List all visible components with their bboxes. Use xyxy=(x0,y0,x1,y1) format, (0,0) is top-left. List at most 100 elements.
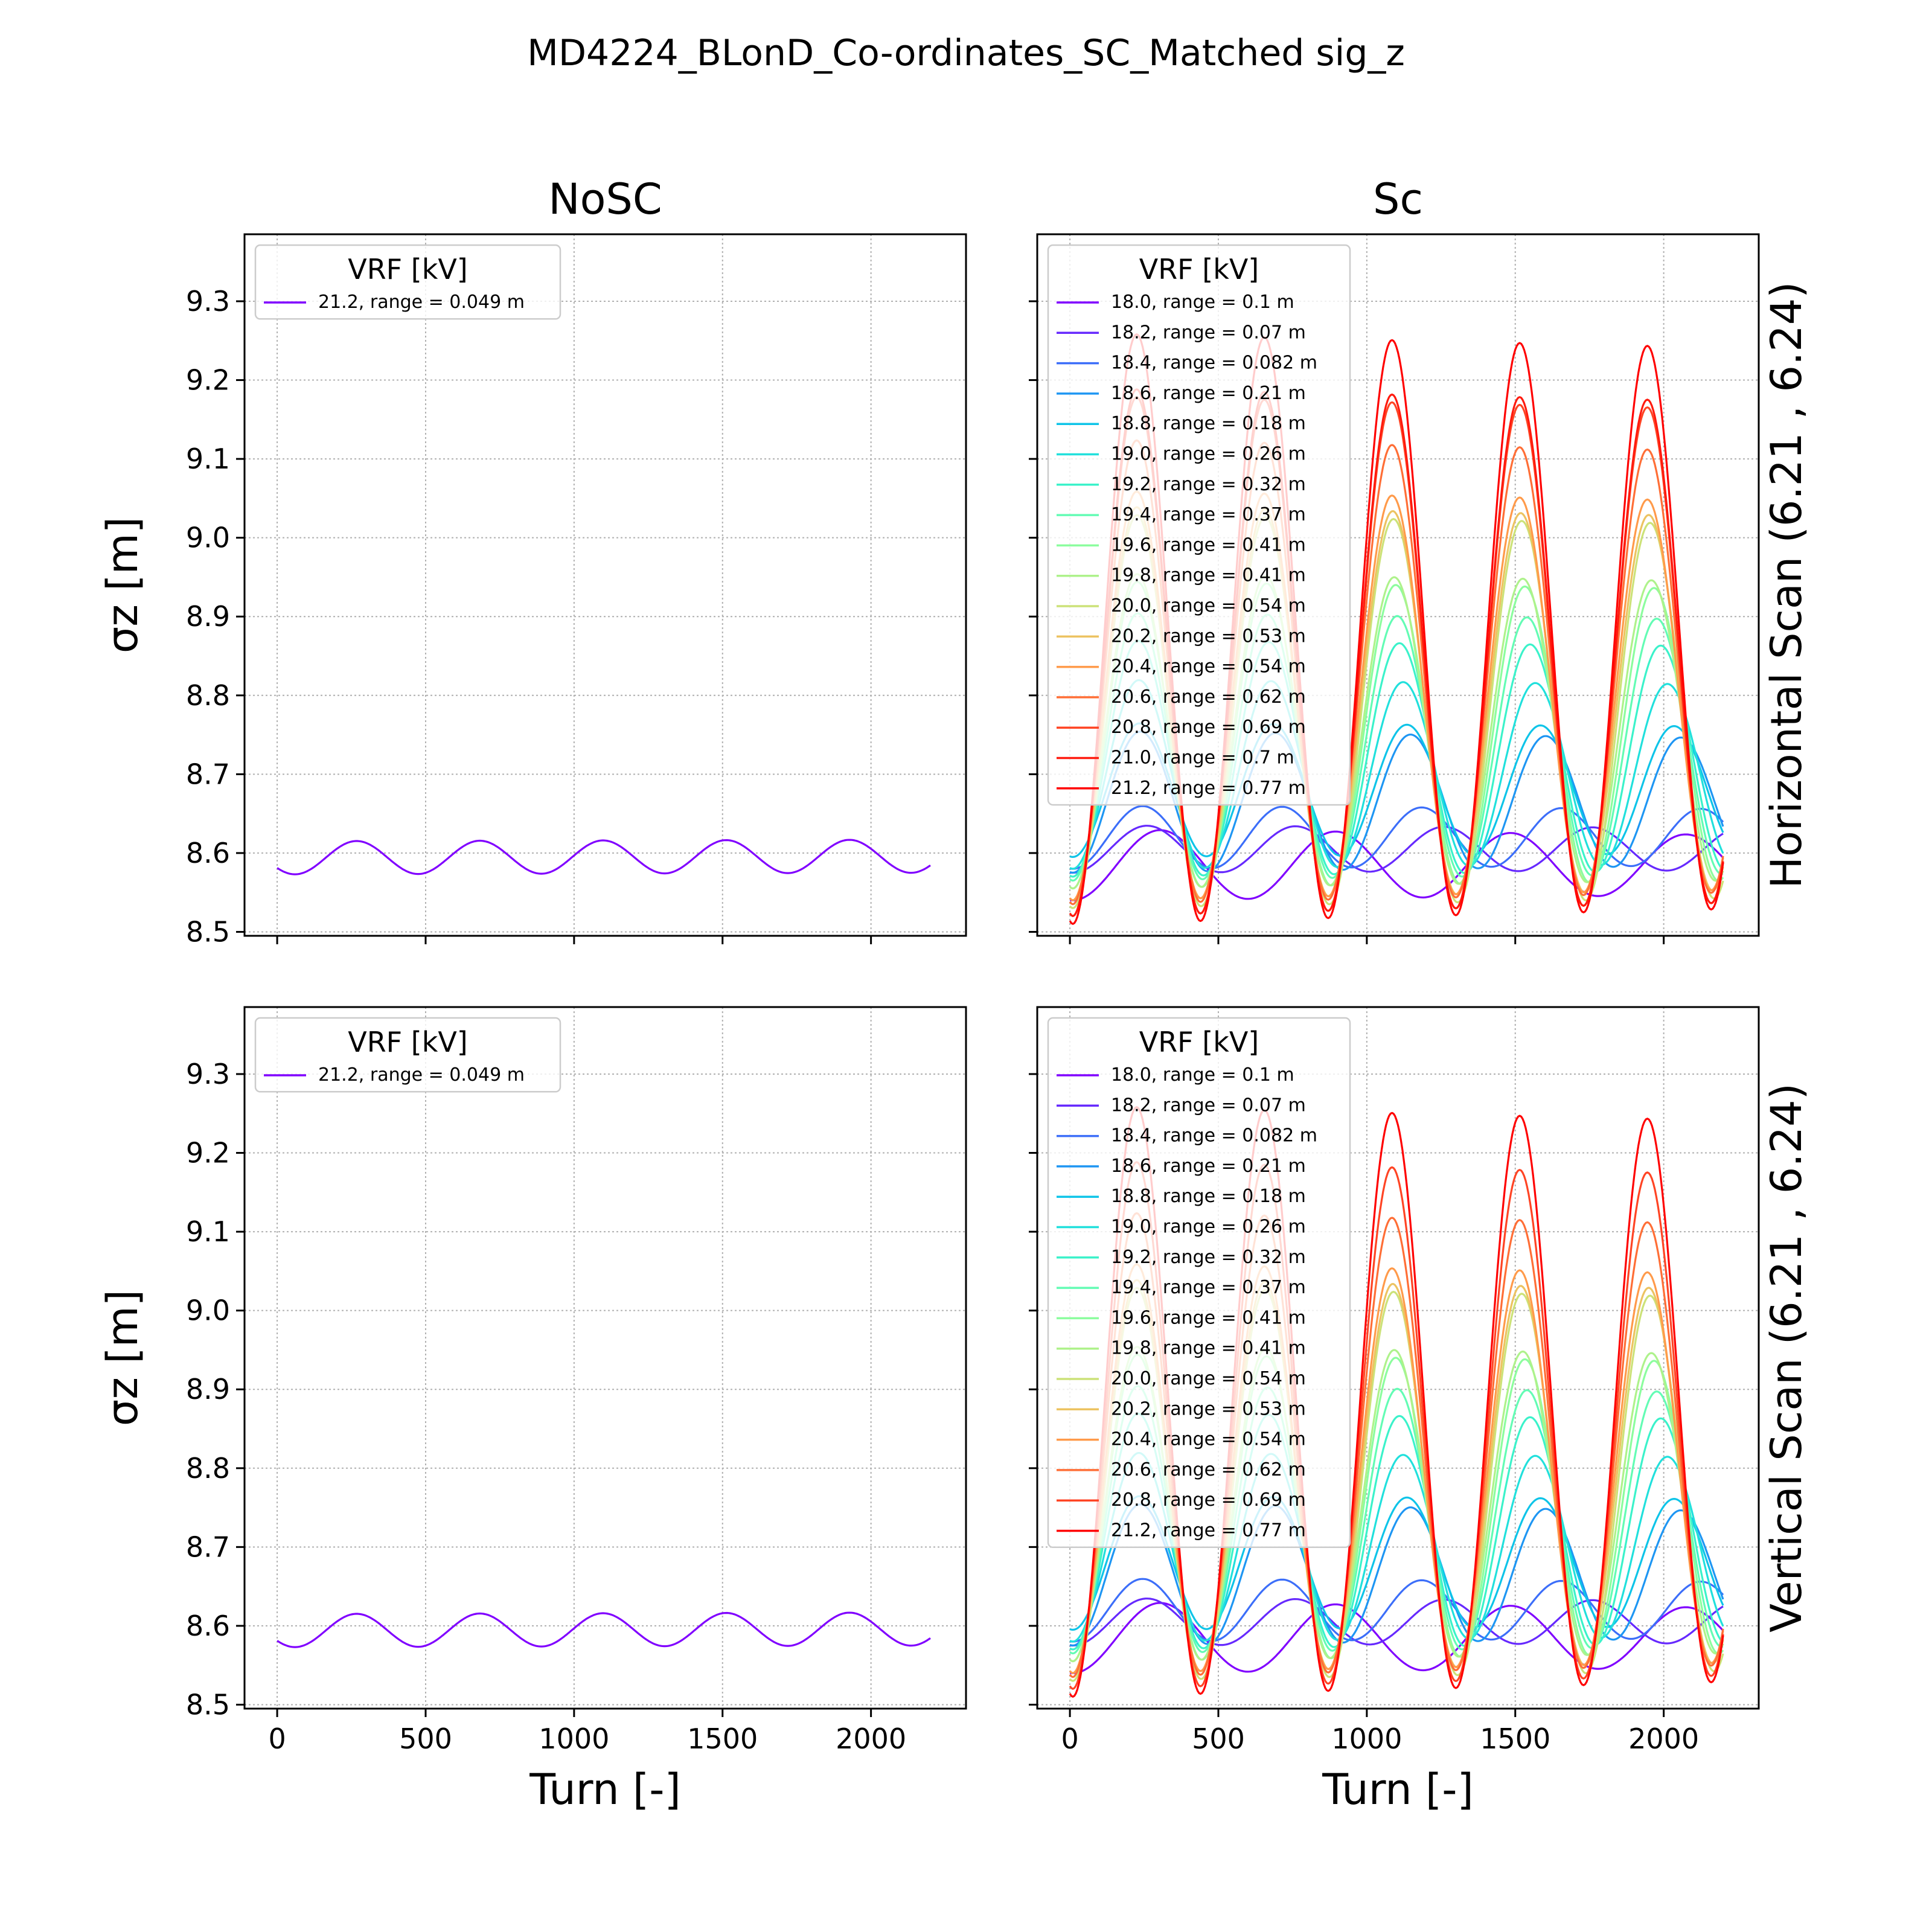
series-line xyxy=(277,839,931,875)
y-tick-label: 9.1 xyxy=(186,443,230,475)
x-tick-label: 0 xyxy=(1061,1722,1078,1755)
x-tick-label: 2000 xyxy=(836,1722,906,1755)
y-tick-label: 8.5 xyxy=(186,915,230,948)
legend-entry: 18.2, range = 0.07 m xyxy=(1111,322,1306,343)
x-axis-label: Turn [-] xyxy=(529,1765,681,1814)
legend-entry: 19.8, range = 0.41 m xyxy=(1111,565,1306,586)
y-tick-label: 8.8 xyxy=(186,679,230,712)
legend-entry: 20.2, range = 0.53 m xyxy=(1111,625,1306,647)
legend-box xyxy=(254,244,561,320)
chart-top-left: 8.5 8.6 8.7 8.8 8.9 9.0 9.1 9.2 9.3 NoSC σz [m] VRF… xyxy=(98,174,967,948)
legend-entry: 19.2, range = 0.32 m xyxy=(1111,474,1306,495)
y-tick-label: 9.0 xyxy=(186,1294,230,1327)
legend-entry: 20.8, range = 0.69 m xyxy=(1111,717,1306,738)
legend-entry: 21.0, range = 0.7 m xyxy=(1111,747,1294,769)
legend-entry: 21.2, range = 0.77 m xyxy=(1111,778,1306,799)
legend-title: VRF [kV] xyxy=(1139,1026,1259,1058)
legend-entry: 21.2, range = 0.77 m xyxy=(1111,1520,1306,1541)
axes-frame xyxy=(1036,233,1760,937)
legend-entry: 18.0, range = 0.1 m xyxy=(1111,1064,1294,1086)
y-tick-label: 9.2 xyxy=(186,364,230,397)
legend-entry: 19.4, range = 0.37 m xyxy=(1111,1277,1306,1298)
legend-box xyxy=(254,1017,561,1093)
y-tick-label: 9.3 xyxy=(186,1058,230,1090)
y-tick-label: 9.3 xyxy=(186,285,230,318)
series-line xyxy=(1069,731,1724,874)
axes-title: NoSC xyxy=(548,174,662,224)
y-tick-label: 9.2 xyxy=(186,1137,230,1169)
x-tick-label: 1500 xyxy=(1480,1722,1550,1755)
y-tick-label: 8.6 xyxy=(186,837,230,869)
legend-entry: 18.6, range = 0.21 m xyxy=(1111,383,1306,404)
y-tick-label: 8.5 xyxy=(186,1688,230,1721)
x-tick-label: 500 xyxy=(399,1722,452,1755)
legend-entry: 18.2, range = 0.07 m xyxy=(1111,1095,1306,1116)
axes-title: Sc xyxy=(1373,174,1423,224)
legend-title: VRF [kV] xyxy=(348,253,468,286)
legend-entry: 20.0, range = 0.54 m xyxy=(1111,1368,1306,1389)
chart-bottom-right: 0 500 1000 1500 2000 Turn [-] Vertical Scan (6… xyxy=(1029,1006,1811,1814)
series-group xyxy=(1069,1106,1724,1698)
legend-entry: 19.8, range = 0.41 m xyxy=(1111,1338,1306,1359)
legend-entry: 19.6, range = 0.41 m xyxy=(1111,534,1306,555)
y-axis-label: σz [m] xyxy=(98,1290,147,1426)
legend-entry: 20.8, range = 0.69 m xyxy=(1111,1489,1306,1511)
legend-entry: 19.6, range = 0.41 m xyxy=(1111,1307,1306,1328)
y-tick-label: 9.1 xyxy=(186,1215,230,1248)
y-tick-label: 9.0 xyxy=(186,522,230,554)
axes-frame xyxy=(243,233,967,937)
legend-box xyxy=(1047,1017,1351,1549)
series-line xyxy=(1069,1263,1724,1674)
y-tick-label: 8.7 xyxy=(186,758,230,790)
legend-entry: 20.0, range = 0.54 m xyxy=(1111,595,1306,616)
legend-entry: 19.0, range = 0.26 m xyxy=(1111,444,1306,465)
y-tick-label: 8.8 xyxy=(186,1452,230,1485)
axes-frame xyxy=(1036,1006,1760,1710)
y-tick-label: 8.9 xyxy=(186,1373,230,1406)
legend-entry: 18.4, range = 0.082 m xyxy=(1111,353,1317,374)
x-axis-label: Turn [-] xyxy=(1322,1765,1474,1814)
y-tick-label: 8.9 xyxy=(186,600,230,633)
series-group xyxy=(277,1611,931,1648)
legend-entry: 20.4, range = 0.54 m xyxy=(1111,656,1306,677)
series-line xyxy=(1069,825,1724,874)
legend-entry: 20.6, range = 0.62 m xyxy=(1111,686,1306,708)
x-tick-label: 0 xyxy=(268,1722,286,1755)
figure-suptitle: MD4224_BLonD_Co-ordinates_SC_Matched sig… xyxy=(527,32,1405,74)
series-line xyxy=(1069,1578,1724,1643)
x-tick-label: 500 xyxy=(1192,1722,1245,1755)
x-tick-label: 2000 xyxy=(1628,1722,1699,1755)
chart-bottom-left: 0 500 1000 1500 2000 8.5 8.6 8.7 8.8 8.9 9.0 9.1 9.2… xyxy=(98,1006,967,1814)
legend-entry: 19.0, range = 0.26 m xyxy=(1111,1217,1306,1238)
chart-top-right: Sc Horizontal Scan (6.21 , 6.24) VRF [kV] 1… xyxy=(1029,174,1811,944)
legend-entry: 18.0, range = 0.1 m xyxy=(1111,292,1294,313)
legend-entry: 18.8, range = 0.18 m xyxy=(1111,413,1306,434)
legend-entry: 19.4, range = 0.37 m xyxy=(1111,504,1306,525)
series-line xyxy=(277,1611,931,1648)
legend-entry: 20.2, range = 0.53 m xyxy=(1111,1398,1306,1419)
legend-entry: 19.2, range = 0.32 m xyxy=(1111,1247,1306,1268)
legend-entry: 21.2, range = 0.049 m xyxy=(318,292,525,313)
y-tick-label: 8.7 xyxy=(186,1531,230,1563)
y-axis-label: σz [m] xyxy=(98,517,147,653)
x-tick-label: 1000 xyxy=(1331,1722,1402,1755)
legend-entry: 20.6, range = 0.62 m xyxy=(1111,1459,1306,1480)
legend-entry: 21.2, range = 0.049 m xyxy=(318,1064,525,1086)
panels: 8.5 8.6 8.7 8.8 8.9 9.0 9.1 9.2 9.3 NoSC σz [m] VRF… xyxy=(98,174,1811,1814)
series-line xyxy=(1069,1503,1724,1647)
legend-entry: 18.4, range = 0.082 m xyxy=(1111,1125,1317,1147)
legend-entry: 20.4, range = 0.54 m xyxy=(1111,1429,1306,1450)
series-line xyxy=(1069,1598,1724,1647)
row-label: Vertical Scan (6.21 , 6.24) xyxy=(1762,1083,1811,1633)
legend-entry: 18.6, range = 0.21 m xyxy=(1111,1156,1306,1177)
series-group xyxy=(277,839,931,875)
legend-box xyxy=(1047,244,1351,806)
x-tick-label: 1000 xyxy=(539,1722,609,1755)
y-tick-label: 8.6 xyxy=(186,1610,230,1642)
x-tick-label: 1500 xyxy=(687,1722,758,1755)
legend-entry: 18.8, range = 0.18 m xyxy=(1111,1186,1306,1207)
axes-frame xyxy=(243,1006,967,1710)
legend-title: VRF [kV] xyxy=(348,1026,468,1058)
series-line xyxy=(1069,805,1724,870)
